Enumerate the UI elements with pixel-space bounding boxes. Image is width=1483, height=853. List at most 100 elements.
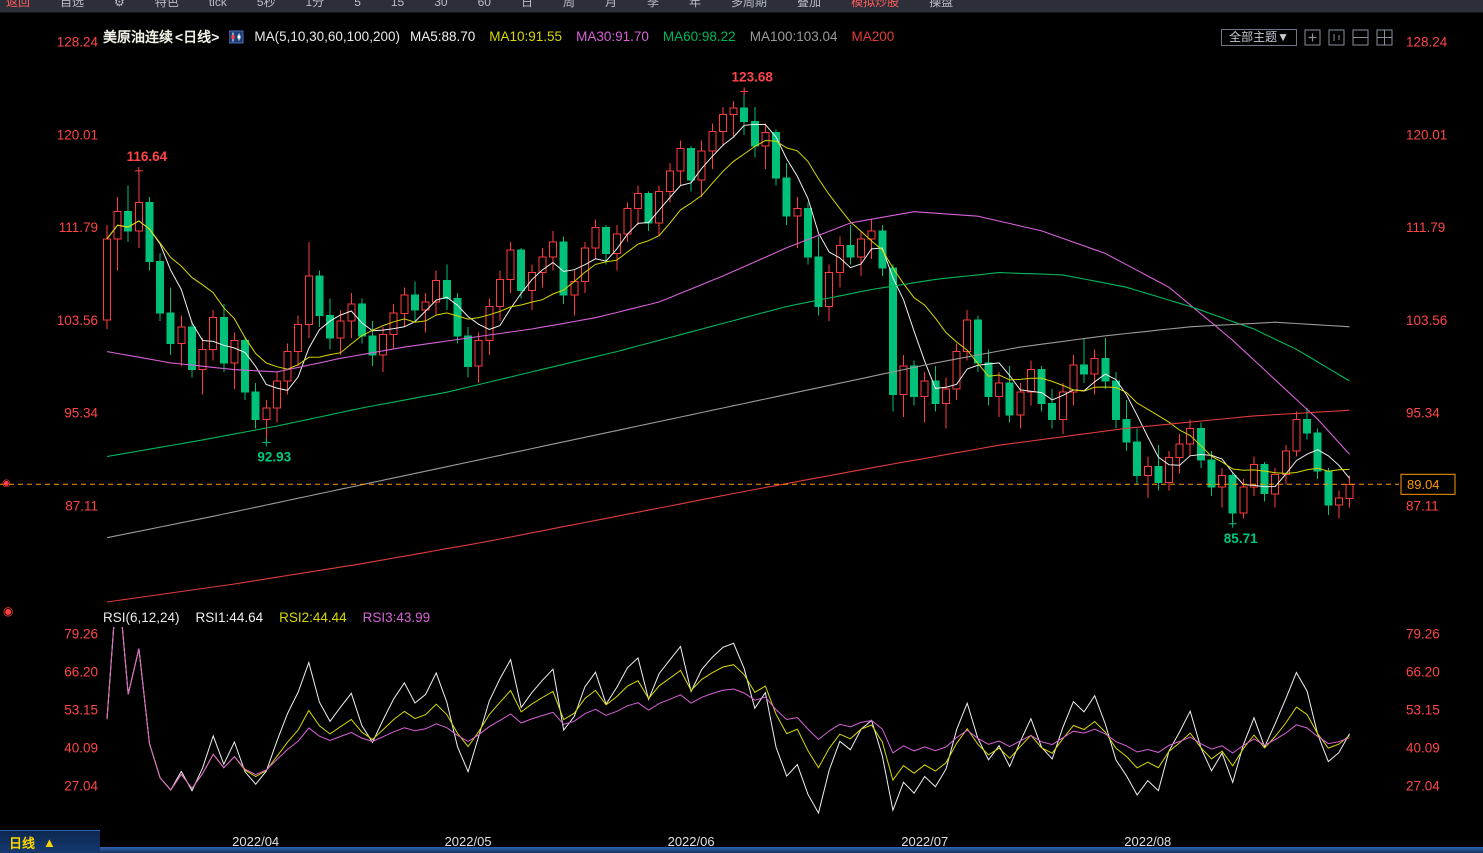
x-axis-label: 2022/04 [232, 834, 280, 849]
candle [1080, 364, 1088, 375]
x-axis-label: 2022/07 [901, 834, 949, 849]
single-pane-icon[interactable] [1328, 29, 1345, 46]
candle [591, 227, 600, 249]
candle [772, 132, 781, 179]
ma-legend-item: MA10:91.55 [489, 29, 563, 44]
toolbar-item[interactable]: 特色 [154, 0, 179, 9]
candle [835, 245, 844, 274]
candle [623, 207, 632, 235]
price-annotation: 92.93 [257, 449, 291, 464]
toolbar-item[interactable]: 季 [647, 0, 660, 9]
toolbar-item[interactable]: 15 [390, 0, 405, 9]
toolbar-item[interactable]: 5秒 [256, 0, 276, 9]
split-horizontal-pane-icon[interactable] [1352, 29, 1369, 46]
x-axis-label: 2022/08 [1124, 834, 1172, 849]
candle [942, 388, 950, 404]
toolbar-item[interactable]: 返回 [6, 0, 31, 9]
candle [283, 351, 292, 382]
price-axis-label: 103.56 [57, 313, 98, 328]
toolbar-item[interactable]: 1分 [305, 0, 325, 9]
candle [1111, 380, 1120, 420]
add-pane-icon[interactable] [1304, 29, 1321, 46]
candle [708, 131, 717, 152]
candle [782, 177, 791, 217]
candle [549, 241, 557, 258]
main-plot-layer [103, 93, 1354, 603]
candle [272, 380, 281, 409]
toolbar-item[interactable]: 操盘 [929, 0, 954, 9]
candle [1048, 403, 1057, 420]
ma-legend-item: MA60:98.22 [662, 29, 736, 44]
price-annotation: 123.68 [732, 69, 774, 84]
rsi-params-label[interactable]: RSI(6,12,24) [103, 609, 180, 625]
bottom-axis: 2022/04 2022/05 2022/06 2022/07 2022/08 日线 ▲ [0, 830, 1483, 853]
candle [1101, 357, 1110, 382]
split-vertical-pane-icon[interactable] [1376, 29, 1393, 46]
candle [1228, 475, 1237, 514]
toolbar-item[interactable]: 年 [689, 0, 702, 9]
candle [697, 150, 706, 181]
toolbar-item[interactable]: 模拟炒股 [851, 0, 900, 9]
annotation-cross-icon [134, 166, 143, 175]
candle [209, 317, 218, 350]
theme-selector-button[interactable]: 全部主题▼ [1221, 28, 1297, 46]
toolbar-item[interactable]: 多周期 [731, 0, 768, 9]
candle [1143, 466, 1152, 477]
toolbar-item[interactable]: 日 [520, 0, 533, 9]
price-axis-label: 128.24 [57, 35, 99, 50]
candle [230, 339, 239, 364]
candle [793, 207, 802, 217]
rsi-legend-item: RSI1:44.64 [195, 609, 264, 625]
candle [750, 120, 759, 147]
toolbar-item[interactable]: 叠加 [797, 0, 822, 9]
annotation-cross-icon [1228, 519, 1237, 528]
candle [389, 312, 398, 336]
candle [814, 256, 823, 307]
toolbar-item[interactable]: 自选 [60, 0, 85, 9]
price-axis-label: 87.11 [1406, 499, 1439, 514]
rsi-axis-label: 79.26 [1406, 627, 1440, 642]
candle [1250, 463, 1258, 488]
candle [602, 227, 611, 254]
candle [1165, 457, 1173, 483]
toolbar-item[interactable]: 5 [354, 0, 361, 9]
price-axis-label: 120.01 [57, 127, 98, 142]
rsi-axis-label: 27.04 [1406, 779, 1440, 794]
toolbar-item[interactable]: 60 [477, 0, 491, 9]
toolbar-item[interactable]: ⚙ [114, 0, 125, 9]
toolbar-item[interactable]: tick [208, 0, 227, 9]
candle [103, 238, 111, 321]
candle [145, 202, 154, 262]
candle [527, 272, 536, 292]
candle [1186, 427, 1195, 445]
ma-line-ma30 [106, 211, 1350, 455]
candle [729, 107, 738, 116]
toolbar-item[interactable]: 周 [562, 0, 575, 9]
candle [899, 365, 908, 395]
price-line-dot-icon[interactable]: ◉ [2, 478, 11, 489]
candle [1133, 441, 1142, 477]
period-selector[interactable]: 日线 ▲ [0, 830, 100, 853]
candle [1324, 470, 1333, 506]
rsi-axis-label: 53.15 [1406, 703, 1440, 718]
price-axis-label: 111.79 [59, 220, 98, 235]
ma-params-label[interactable]: MA(5,10,30,60,100,200) [254, 29, 400, 44]
price-axis-label: 103.56 [1406, 313, 1447, 328]
candle [719, 114, 727, 133]
annotation-cross-icon [740, 87, 749, 96]
rsi-indicator-dot-icon[interactable]: ◉ [3, 604, 14, 618]
footer-period-label: 日线 [9, 835, 36, 851]
x-axis-label: 2022/06 [667, 834, 715, 849]
chart-header: 美原油连续 <日线> MA(5,10,30,60,100,200) MA5:88… [103, 27, 894, 46]
rsi-axis-label: 40.09 [1406, 741, 1440, 756]
top-toolbar: 返回 自选 ⚙ 特色 tick 5秒 1分 5 15 30 60 日 周 月 季 年 多周期 叠加 模拟炒股 操盘 [0, 0, 1483, 13]
candle [846, 245, 855, 258]
candle [1303, 418, 1312, 434]
candle [1005, 382, 1014, 416]
toolbar-item[interactable]: 30 [434, 0, 448, 9]
candle [888, 267, 897, 396]
toolbar-item[interactable]: 月 [604, 0, 617, 9]
candle [442, 280, 451, 300]
candle [1154, 466, 1163, 484]
